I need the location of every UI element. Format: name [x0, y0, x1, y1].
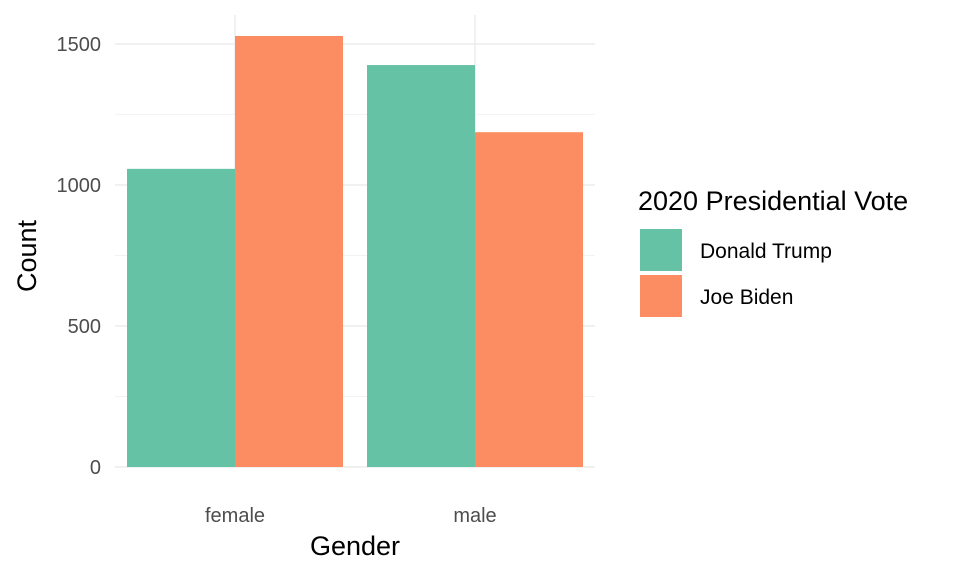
y-axis-title: Count — [12, 219, 42, 292]
y-tick-label: 1500 — [57, 34, 102, 56]
legend-key — [640, 275, 682, 317]
y-tick-label: 0 — [90, 457, 101, 479]
y-tick-label: 1000 — [57, 175, 102, 197]
bar-female-donald-trump — [127, 168, 235, 467]
x-tick-label: female — [205, 505, 265, 527]
legend-key — [640, 229, 682, 271]
bar-male-donald-trump — [367, 65, 475, 467]
y-tick-label: 500 — [68, 316, 101, 338]
legend-title: 2020 Presidential Vote — [638, 186, 908, 216]
legend: 2020 Presidential Vote Donald Trump Joe B… — [638, 186, 908, 317]
bars — [127, 36, 583, 467]
x-tick-label: male — [453, 505, 496, 527]
x-axis-title: Gender — [310, 531, 400, 561]
legend-label: Donald Trump — [700, 240, 832, 263]
bar-male-joe-biden — [475, 132, 583, 467]
legend-label: Joe Biden — [700, 286, 793, 309]
bar-female-joe-biden — [235, 36, 343, 467]
axes: Gender Count 0 500 1000 1500 female male — [12, 34, 497, 561]
